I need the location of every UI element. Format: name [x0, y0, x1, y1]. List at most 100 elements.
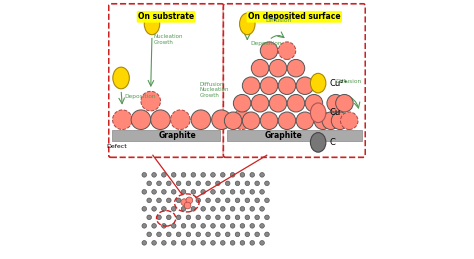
Circle shape — [255, 232, 259, 237]
Circle shape — [260, 112, 278, 130]
Circle shape — [191, 206, 196, 211]
Text: C: C — [330, 138, 336, 147]
Circle shape — [186, 181, 191, 186]
Ellipse shape — [113, 67, 129, 89]
Circle shape — [172, 241, 176, 245]
Circle shape — [157, 215, 161, 220]
Circle shape — [191, 172, 196, 177]
Circle shape — [172, 224, 176, 228]
Circle shape — [240, 172, 245, 177]
Circle shape — [201, 172, 205, 177]
Circle shape — [147, 198, 152, 203]
Circle shape — [206, 198, 210, 203]
Circle shape — [181, 241, 186, 245]
Circle shape — [340, 112, 358, 130]
Circle shape — [331, 112, 349, 130]
Circle shape — [305, 95, 323, 112]
Circle shape — [264, 232, 269, 237]
Circle shape — [225, 181, 230, 186]
Circle shape — [224, 112, 242, 130]
Circle shape — [264, 181, 269, 186]
Circle shape — [210, 172, 215, 177]
Circle shape — [216, 215, 220, 220]
Circle shape — [278, 112, 296, 130]
Circle shape — [245, 232, 250, 237]
Circle shape — [240, 206, 245, 211]
Circle shape — [235, 181, 240, 186]
Circle shape — [242, 77, 260, 95]
Circle shape — [206, 232, 210, 237]
Circle shape — [157, 181, 161, 186]
Circle shape — [269, 95, 287, 112]
Circle shape — [166, 215, 171, 220]
Circle shape — [220, 241, 225, 245]
Circle shape — [141, 91, 161, 111]
Circle shape — [172, 206, 176, 211]
Circle shape — [260, 42, 278, 59]
FancyBboxPatch shape — [112, 130, 220, 141]
Circle shape — [255, 215, 259, 220]
Circle shape — [230, 190, 235, 194]
Circle shape — [206, 215, 210, 220]
Circle shape — [201, 190, 205, 194]
Circle shape — [186, 215, 191, 220]
Text: Defect: Defect — [107, 144, 128, 149]
Circle shape — [166, 181, 171, 186]
Text: Graphite: Graphite — [264, 131, 302, 140]
Circle shape — [225, 232, 230, 237]
Circle shape — [250, 224, 255, 228]
Circle shape — [162, 241, 166, 245]
Circle shape — [162, 172, 166, 177]
Circle shape — [233, 95, 251, 112]
Circle shape — [250, 241, 255, 245]
Circle shape — [157, 232, 161, 237]
Circle shape — [230, 224, 235, 228]
Circle shape — [191, 190, 196, 194]
Circle shape — [176, 198, 181, 203]
Circle shape — [220, 190, 225, 194]
Circle shape — [251, 95, 269, 112]
Circle shape — [230, 172, 235, 177]
Circle shape — [210, 241, 215, 245]
Circle shape — [260, 172, 264, 177]
Circle shape — [181, 172, 186, 177]
Text: On substrate: On substrate — [138, 12, 194, 21]
Circle shape — [142, 206, 146, 211]
FancyBboxPatch shape — [223, 4, 365, 157]
Circle shape — [201, 241, 205, 245]
Circle shape — [260, 206, 264, 211]
Circle shape — [235, 232, 240, 237]
Circle shape — [278, 42, 296, 59]
Circle shape — [157, 198, 161, 203]
Circle shape — [327, 95, 345, 112]
Circle shape — [260, 241, 264, 245]
Circle shape — [230, 241, 235, 245]
Circle shape — [186, 197, 193, 204]
Circle shape — [296, 77, 314, 95]
Circle shape — [220, 172, 225, 177]
Text: Deposition: Deposition — [250, 41, 282, 46]
Circle shape — [172, 172, 176, 177]
Circle shape — [166, 198, 171, 203]
Circle shape — [191, 224, 196, 228]
Circle shape — [142, 172, 146, 177]
Circle shape — [260, 190, 264, 194]
Circle shape — [212, 110, 231, 130]
Ellipse shape — [144, 13, 160, 35]
Circle shape — [162, 224, 166, 228]
Circle shape — [147, 181, 152, 186]
Circle shape — [322, 112, 339, 130]
Text: Diffusion: Diffusion — [336, 79, 362, 84]
Circle shape — [287, 95, 305, 112]
Circle shape — [176, 181, 181, 186]
Circle shape — [142, 190, 146, 194]
Text: On deposited surface: On deposited surface — [248, 12, 341, 21]
Circle shape — [264, 198, 269, 203]
Circle shape — [240, 190, 245, 194]
Circle shape — [112, 110, 132, 130]
Circle shape — [220, 206, 225, 211]
Circle shape — [216, 181, 220, 186]
Circle shape — [152, 190, 156, 194]
Circle shape — [131, 110, 151, 130]
FancyBboxPatch shape — [109, 4, 224, 157]
